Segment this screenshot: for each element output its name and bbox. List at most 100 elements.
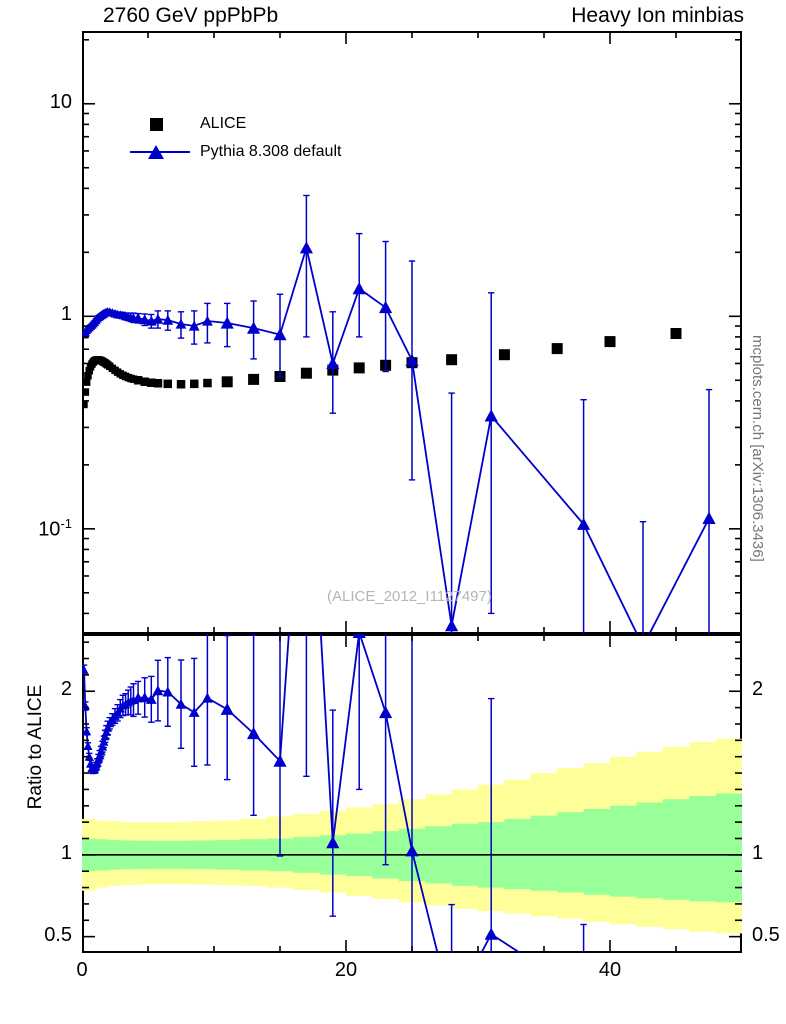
data-point-triangle — [145, 693, 157, 704]
legend: ALICE Pythia 8.308 default — [128, 110, 341, 166]
data-point-triangle — [152, 313, 164, 324]
data-point-triangle — [188, 707, 200, 717]
data-point-square — [551, 343, 563, 355]
x-tick-label-0: 0 — [76, 959, 88, 981]
legend-label-pythia: Pythia 8.308 default — [200, 143, 342, 160]
data-point-square — [300, 367, 312, 379]
data-point-triangle — [84, 752, 94, 761]
data-point-triangle — [247, 726, 261, 740]
data-point-triangle — [299, 241, 313, 254]
y-tick-label-ratio-left-0: 2 — [60, 678, 72, 701]
data-point-square — [153, 379, 163, 388]
data-point-triangle — [97, 742, 108, 751]
data-point-square — [82, 400, 88, 409]
y-tick-label-ratio-right-0: 2 — [752, 678, 764, 701]
series-pythia-8-308-default — [82, 194, 716, 634]
data-point-triangle — [445, 619, 459, 632]
legend-entry-alice: ALICE — [128, 110, 341, 138]
legend-marker-triangle — [128, 140, 192, 164]
data-point-triangle — [132, 312, 144, 323]
data-point-triangle — [96, 746, 106, 756]
header-left-label: 2760 GeV ppPbPb — [103, 4, 279, 27]
data-point-triangle — [405, 353, 419, 366]
source-watermark: mcplots.cern.ch [arXiv:1306.3436] — [749, 335, 766, 562]
data-point-square — [221, 376, 233, 388]
data-point-triangle — [99, 737, 109, 746]
data-point-triangle — [220, 316, 234, 329]
series-pythia-8-308-default-alice — [82, 634, 587, 953]
data-point-triangle — [484, 927, 498, 940]
data-point-triangle — [202, 315, 213, 326]
y-tick-label-main-10: 10 — [49, 90, 72, 113]
data-point-triangle — [82, 701, 90, 710]
main-data-layer — [82, 194, 716, 634]
series-line — [83, 244, 710, 634]
data-point-triangle — [83, 741, 93, 750]
data-point-triangle — [273, 328, 287, 341]
series-alice — [82, 328, 682, 409]
legend-entry-pythia: Pythia 8.308 default — [128, 138, 341, 166]
data-point-triangle — [202, 692, 213, 703]
y-tick-label-ratio-left-2: 0.5 — [44, 923, 72, 946]
y-tick-label-ratio-right-1: 1 — [752, 841, 764, 864]
main-plot-canvas — [82, 31, 742, 634]
data-point-triangle — [139, 314, 151, 325]
data-point-square — [498, 349, 510, 361]
header-right-label: Heavy Ion minbias — [571, 4, 744, 27]
data-point-square — [604, 336, 616, 348]
data-point-square — [446, 354, 458, 366]
data-point-square — [203, 378, 212, 388]
data-point-triangle — [188, 320, 200, 331]
data-point-triangle — [82, 726, 92, 736]
data-point-square — [670, 328, 682, 339]
data-point-triangle — [100, 731, 110, 741]
legend-label-alice: ALICE — [200, 115, 247, 132]
data-point-triangle — [273, 754, 287, 767]
data-point-triangle — [405, 844, 419, 857]
data-point-triangle — [82, 665, 89, 674]
data-point-square — [82, 388, 90, 396]
y-tick-label-main-0p1: 10-1 — [38, 515, 72, 541]
data-point-triangle — [702, 511, 716, 524]
y-tick-label-main-1: 1 — [60, 303, 72, 326]
data-point-triangle — [162, 314, 174, 325]
data-point-triangle — [379, 300, 393, 314]
data-point-square — [85, 366, 93, 375]
data-point-triangle — [326, 356, 340, 370]
data-point-triangle — [220, 702, 234, 715]
ratio-plot-canvas — [82, 634, 742, 953]
data-point-triangle — [352, 282, 366, 295]
data-point-triangle — [379, 705, 393, 719]
data-point-triangle — [352, 634, 366, 638]
data-point-square — [163, 379, 172, 389]
data-point-triangle — [103, 723, 113, 732]
data-point-triangle — [577, 517, 591, 530]
data-point-triangle — [152, 685, 164, 696]
ratio-y-axis-label: Ratio to ALICE — [25, 684, 46, 810]
data-point-triangle — [484, 409, 498, 422]
ratio-data-layer — [82, 634, 587, 953]
data-point-triangle — [175, 318, 187, 329]
legend-marker-square — [128, 112, 192, 136]
y-tick-label-ratio-left-1: 1 — [60, 841, 72, 864]
data-point-square — [353, 362, 365, 374]
analysis-id-watermark: (ALICE_2012_I1127497) — [327, 588, 492, 605]
x-tick-label-2: 40 — [598, 959, 622, 981]
x-tick-label-1: 20 — [334, 959, 358, 981]
data-point-square — [84, 372, 92, 380]
data-point-triangle — [113, 708, 123, 717]
data-point-square — [176, 380, 186, 389]
data-point-square — [133, 376, 143, 385]
data-point-square — [140, 377, 149, 386]
data-point-triangle — [175, 698, 187, 709]
data-point-square — [147, 378, 156, 387]
data-point-triangle — [162, 686, 174, 697]
data-point-triangle — [139, 692, 151, 703]
y-tick-label-ratio-right-2: 0.5 — [752, 923, 780, 946]
data-point-triangle — [247, 321, 261, 334]
data-point-square — [82, 378, 91, 386]
data-point-triangle — [326, 836, 340, 849]
data-point-square — [248, 373, 260, 385]
data-point-square — [129, 375, 138, 383]
